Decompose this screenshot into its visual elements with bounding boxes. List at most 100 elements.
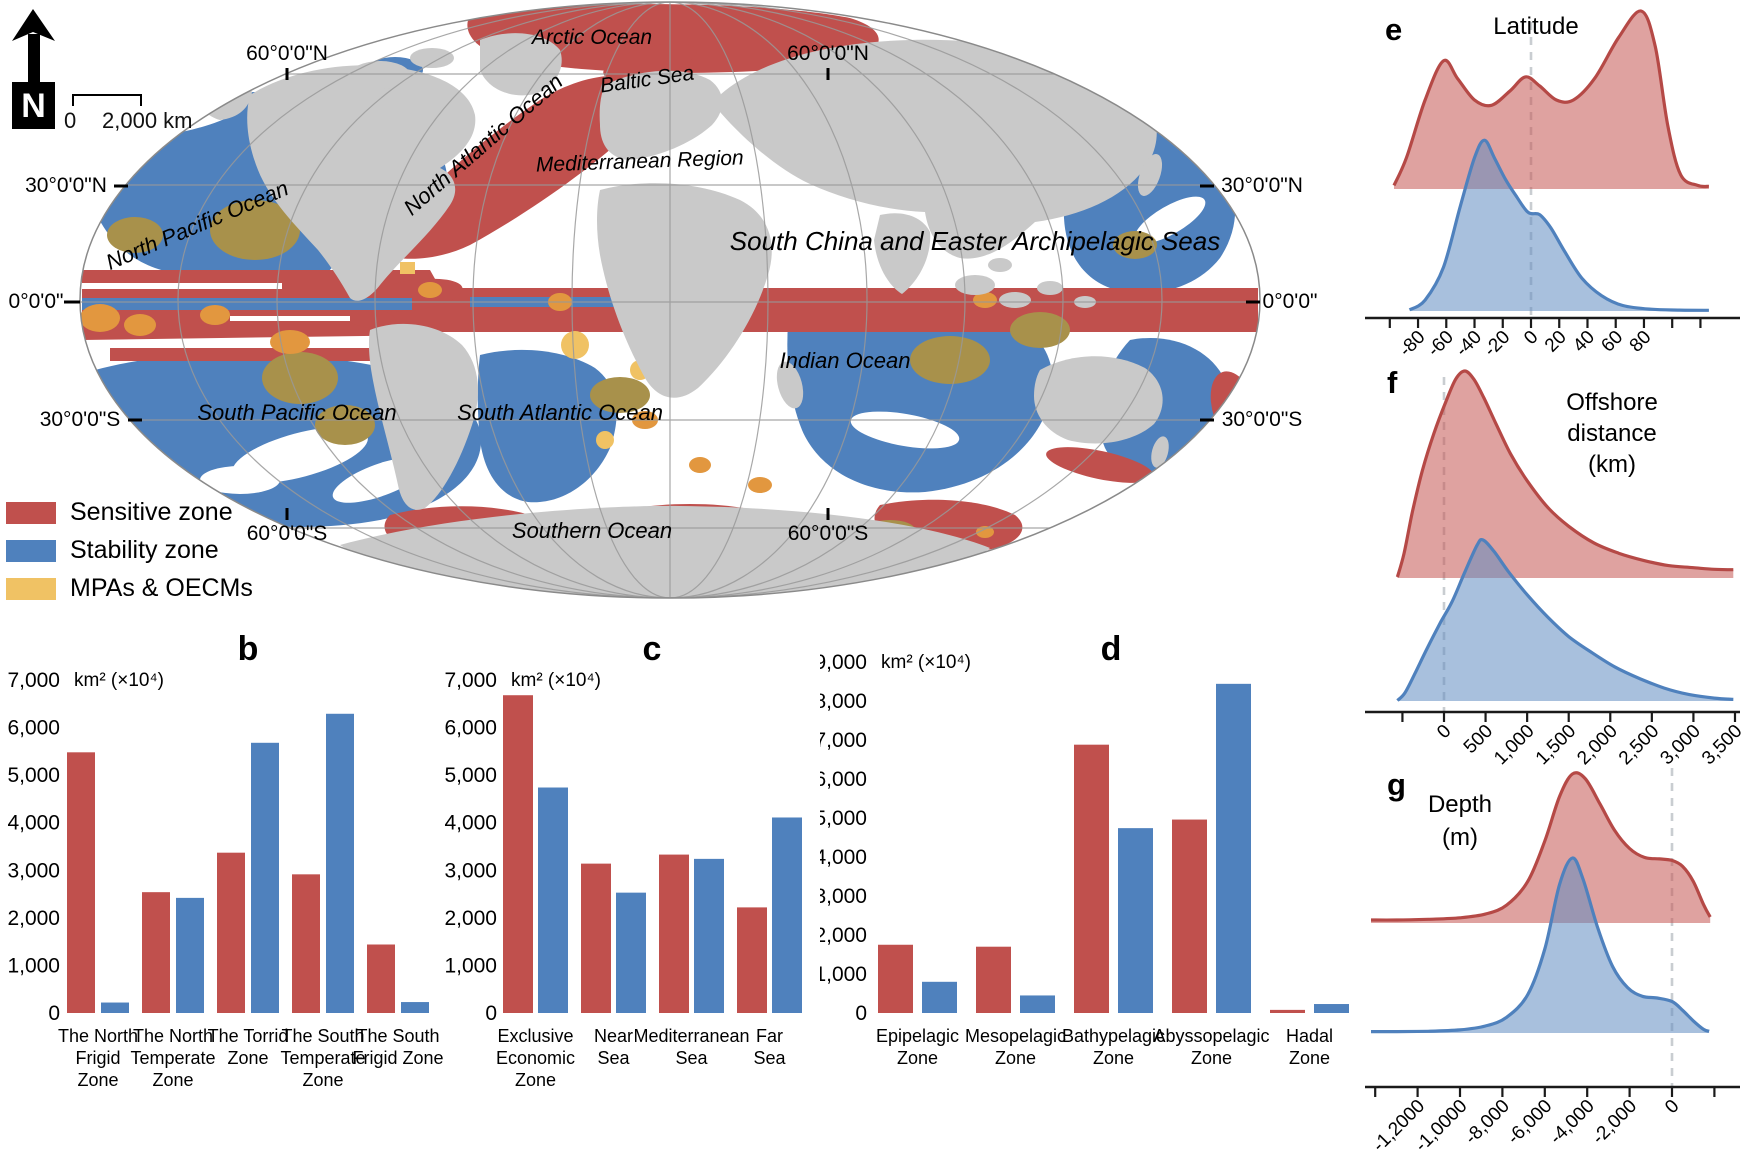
landmasses	[199, 33, 1169, 598]
graticule-ticks	[64, 68, 1260, 520]
x-tick-label: 0	[1661, 1096, 1683, 1118]
stability-zone-swatch	[6, 539, 56, 562]
antarctica	[340, 505, 990, 598]
y-tick-label: 0	[48, 1002, 60, 1025]
y-axis-unit: km² (×10⁴)	[511, 670, 601, 691]
ocean-label: Southern Ocean	[512, 518, 672, 543]
legend-row-stability: Stability zone	[6, 536, 253, 565]
south-america	[368, 323, 478, 510]
x-category-label: Far Sea	[753, 1026, 786, 1068]
density-plot-offshore-distance: 0 500 1,000 1,500 2,000 2,500 3,000 3,500 f Offsh…	[1340, 355, 1755, 775]
ocean-label: Indian Ocean	[780, 348, 911, 373]
sensitive-density-curve	[1395, 369, 1734, 578]
graticule-label: 30°0'0"N	[1221, 174, 1303, 197]
stability-density-curve	[1408, 138, 1709, 312]
new-zealand	[1151, 436, 1169, 468]
y-tick-label: 4,000	[444, 812, 497, 835]
panel-label-d: d	[1101, 630, 1122, 668]
y-tick-label: 6,000	[7, 717, 60, 740]
asia	[720, 39, 1157, 259]
stability-bar-b-1	[176, 897, 204, 1013]
sensitive-bar-d-2	[1074, 744, 1109, 1013]
stability-density-fill	[1397, 539, 1734, 701]
graticule-label: 60°0'0"S	[247, 522, 328, 545]
y-axis-unit: km² (×10⁴)	[881, 652, 971, 673]
bar-chart-b: b 0 1,000 2,000 3,000 4,000 5,000 6,000 7,000 km²…	[0, 588, 462, 1156]
graticule	[80, 2, 1260, 598]
sensitive-bar-d-0	[878, 944, 913, 1013]
y-tick-label: 0	[485, 1002, 497, 1025]
stability-density-curve	[1396, 537, 1734, 702]
density-plot-depth: -1,2000 -1,0000 -8,000 -6,000 -4,000 -2,000 0 g…	[1340, 740, 1755, 1156]
stability-density-fill	[1371, 857, 1710, 1033]
stability-density-curve	[1370, 856, 1710, 1034]
stability-bar-c-0	[538, 787, 568, 1013]
y-tick-label: 7,000	[444, 669, 497, 692]
map-legend: Sensitive zone Stability zone MPAs & OEC…	[6, 498, 253, 603]
y-tick-label: 1,000	[444, 954, 497, 977]
x-tick-label: 60	[1597, 327, 1627, 357]
y-tick-label: 5,000	[7, 764, 60, 787]
y-tick-label: 6,000	[444, 717, 497, 740]
graticule-label: 60°0'0"N	[787, 42, 869, 65]
graticule-label: 30°0'0"N	[25, 174, 107, 197]
sensitive-density-fill	[1371, 772, 1711, 923]
sensitive-density-fill	[1397, 371, 1734, 578]
panel-label-f: f	[1387, 365, 1398, 400]
north-arrow-box: N	[12, 82, 55, 129]
scale-bar: 0 2,000 km	[64, 86, 276, 133]
europe	[599, 70, 723, 160]
x-tick-label: -4,000	[1546, 1096, 1599, 1149]
x-category-label: Hadal Zone	[1286, 1026, 1333, 1068]
density-plot-g-svg: -1,2000-1,0000-8,000-6,000-4,000-2,000 0g…	[1365, 767, 1740, 1156]
sensitive-bar-c-0	[503, 695, 533, 1013]
sensitive-bar-d-4	[1270, 1009, 1305, 1013]
y-tick-label: 5,000	[820, 807, 867, 830]
stability-bar-d-4	[1314, 1004, 1349, 1013]
arctic-islands	[350, 61, 410, 89]
north-arrow-letter: N	[21, 86, 46, 125]
sensitive-zone-swatch	[6, 501, 56, 524]
stability-bar-b-3	[326, 713, 354, 1013]
density-title-g: Depth (m)	[1428, 791, 1492, 851]
bar-chart-c: c 0 1,000 2,000 3,000 4,000 5,000 6,000 7,000 km²…	[400, 588, 832, 1156]
x-tick-label: 40	[1569, 327, 1599, 357]
y-tick-label: 0	[855, 1002, 867, 1025]
graticule-label: 0°0'0"	[9, 290, 64, 313]
sensitive-bar-b-4	[367, 944, 395, 1013]
x-tick-label: -6,000	[1503, 1096, 1556, 1149]
x-category-label: The North Temperate Zone	[130, 1026, 215, 1090]
panel-label-c: c	[643, 630, 662, 668]
legend-label-sensitive: Sensitive zone	[70, 498, 233, 526]
y-tick-label: 1,000	[7, 954, 60, 977]
sensitive-bar-d-3	[1172, 819, 1207, 1013]
y-tick-label: 9,000	[820, 651, 867, 674]
legend-row-mpa: MPAs & OECMs	[6, 574, 253, 603]
y-tick-label: 2,000	[444, 907, 497, 930]
x-tick-label: -8,000	[1461, 1096, 1514, 1149]
graticule-label: 60°0'0"S	[788, 522, 869, 545]
sensitive-bar-c-3	[737, 907, 767, 1013]
y-tick-label: 7,000	[7, 669, 60, 692]
stability-bar-c-1	[616, 892, 646, 1013]
stability-bar-d-3	[1216, 683, 1251, 1013]
map-outline	[79, 1, 1261, 599]
y-tick-label: 7,000	[820, 729, 867, 752]
ocean-label: South China and Easter Archipelagic Seas	[730, 226, 1220, 256]
bar-chart-b-svg: b 0 1,000 2,000 3,000 4,000 5,000 6,000 7,000 km²…	[7, 630, 443, 1090]
x-category-label: Exclusive Economic Zone	[496, 1026, 575, 1090]
stability-bar-d-0	[922, 981, 957, 1013]
ocean-label: South Atlantic Ocean	[457, 400, 663, 425]
stability-bar-b-0	[101, 1002, 129, 1013]
north-arrow-graphic	[12, 9, 55, 86]
scale-bar-zero: 0	[64, 108, 77, 133]
graticule-label: 60°0'0"N	[246, 42, 328, 65]
x-category-label: The South Temperate Zone	[280, 1026, 365, 1090]
greenland	[480, 33, 562, 96]
madagascar	[776, 361, 804, 409]
x-category-label: Near Sea	[594, 1026, 633, 1068]
sensitive-density-curve	[1392, 9, 1709, 189]
panel-label-e: e	[1385, 12, 1402, 47]
y-tick-label: 2,000	[820, 924, 867, 947]
